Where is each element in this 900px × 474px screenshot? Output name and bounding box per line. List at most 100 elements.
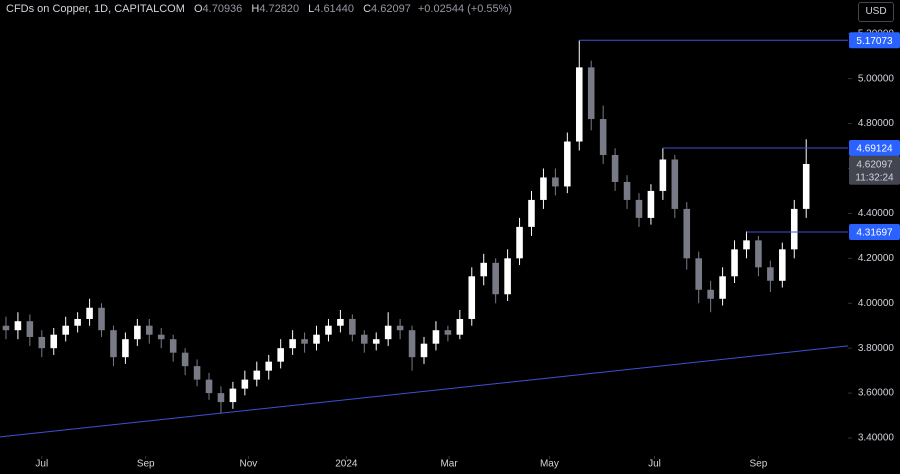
- candle-body: [337, 318, 344, 326]
- candle-body: [408, 330, 416, 358]
- candle-body: [50, 334, 58, 349]
- ohlc-key: L: [308, 3, 315, 15]
- candle-body: [790, 208, 798, 250]
- candle-body: [205, 379, 213, 394]
- candle-body: [74, 318, 81, 326]
- candle-body: [122, 339, 129, 358]
- price-label: 4.69124: [856, 144, 893, 155]
- candle-body: [683, 208, 691, 259]
- y-tick-label: 4.20000: [858, 253, 895, 264]
- candle-body: [528, 199, 535, 227]
- candle-body: [611, 154, 619, 182]
- candle-body: [587, 67, 595, 120]
- candle-body: [743, 240, 750, 250]
- candle-body: [301, 339, 308, 344]
- last-price-box: [849, 155, 900, 185]
- last-price: 4.62097: [856, 159, 893, 170]
- candle-body: [14, 321, 22, 331]
- y-tick-label: 3.40000: [858, 433, 895, 444]
- ohlc-key: O: [193, 3, 203, 15]
- y-tick-label: 4.40000: [858, 208, 895, 219]
- x-tick-label: Jul: [35, 459, 48, 470]
- candle-body: [731, 249, 738, 277]
- candle-body: [349, 318, 356, 335]
- x-tick-label: Nov: [240, 459, 258, 470]
- candle-body: [695, 258, 702, 290]
- candle-body: [647, 190, 655, 218]
- change: +0.02544 (+0.55%): [417, 3, 513, 15]
- candle-body: [719, 276, 726, 299]
- y-tick-label: 3.80000: [858, 343, 895, 354]
- candle-body: [396, 325, 404, 331]
- candle-body: [384, 325, 392, 340]
- candle-body: [229, 388, 237, 403]
- price-label-box: [849, 224, 900, 241]
- x-tick-label: Jul: [648, 459, 661, 470]
- candle-body: [289, 339, 296, 349]
- candle-body: [181, 352, 189, 367]
- y-tick-label: 3.60000: [858, 388, 895, 399]
- x-tick-label: 2024: [335, 459, 358, 470]
- candle-body: [38, 336, 46, 349]
- candle-body: [575, 67, 583, 142]
- candle-body: [157, 334, 165, 340]
- candle-body: [671, 159, 679, 209]
- candle-body: [779, 249, 786, 281]
- candle-body: [767, 267, 774, 281]
- y-tick-label: 4.00000: [858, 298, 895, 309]
- candle-body: [468, 276, 476, 319]
- candle-body: [169, 339, 177, 353]
- ohlc-value: 4.61440: [314, 3, 355, 15]
- candle-body: [802, 163, 810, 209]
- candle-body: [86, 307, 93, 319]
- candle-body: [2, 325, 10, 331]
- currency-button[interactable]: USD: [858, 2, 894, 22]
- price-label-box: [849, 32, 900, 49]
- candle-body: [360, 334, 368, 344]
- trendline: [0, 345, 849, 438]
- ohlc-key: C: [363, 3, 372, 15]
- candle-body: [313, 334, 320, 344]
- y-tick-label: 5.00000: [858, 73, 895, 84]
- candle-body: [707, 289, 714, 299]
- x-tick-label: Mar: [440, 459, 458, 470]
- y-tick-label: 4.80000: [858, 118, 895, 129]
- candle-body: [516, 226, 523, 259]
- candle-body: [432, 330, 440, 344]
- candle-body: [755, 240, 762, 268]
- candle-body: [134, 325, 141, 340]
- symbol-header: CFDs on Copper, 1D, CAPITALCOM O4.70936 …: [6, 3, 512, 15]
- x-tick-label: Sep: [750, 459, 768, 470]
- candle-body: [599, 119, 607, 155]
- price-label-box: [849, 139, 900, 156]
- x-tick-label: Sep: [137, 459, 155, 470]
- candle-body: [265, 361, 273, 371]
- candle-body: [193, 366, 201, 380]
- candle-body: [372, 339, 380, 344]
- ohlc-value: 4.70936: [202, 3, 243, 15]
- candle-body: [420, 343, 428, 358]
- candle-body: [146, 325, 153, 335]
- candle-body: [325, 325, 332, 335]
- candle-body: [635, 199, 643, 218]
- candle-body: [552, 177, 559, 187]
- candle-body: [504, 258, 511, 295]
- candle-body: [623, 181, 631, 200]
- candle-body: [564, 141, 571, 187]
- candle-body: [659, 159, 667, 191]
- ohlc-value: 4.62097: [371, 3, 411, 15]
- price-label: 5.17073: [856, 36, 893, 47]
- countdown: 11:32:24: [855, 172, 894, 183]
- candle-body: [480, 262, 488, 277]
- candle-body: [241, 379, 249, 389]
- ohlc-key: H: [251, 3, 260, 15]
- symbol-title: CFDs on Copper, 1D, CAPITALCOM: [6, 3, 185, 15]
- candle-body: [26, 321, 34, 337]
- candle-body: [492, 262, 499, 295]
- candle-body: [110, 330, 117, 358]
- candle-body: [98, 307, 105, 331]
- candle-body: [217, 393, 225, 403]
- ohlc-value: 4.72820: [259, 3, 300, 15]
